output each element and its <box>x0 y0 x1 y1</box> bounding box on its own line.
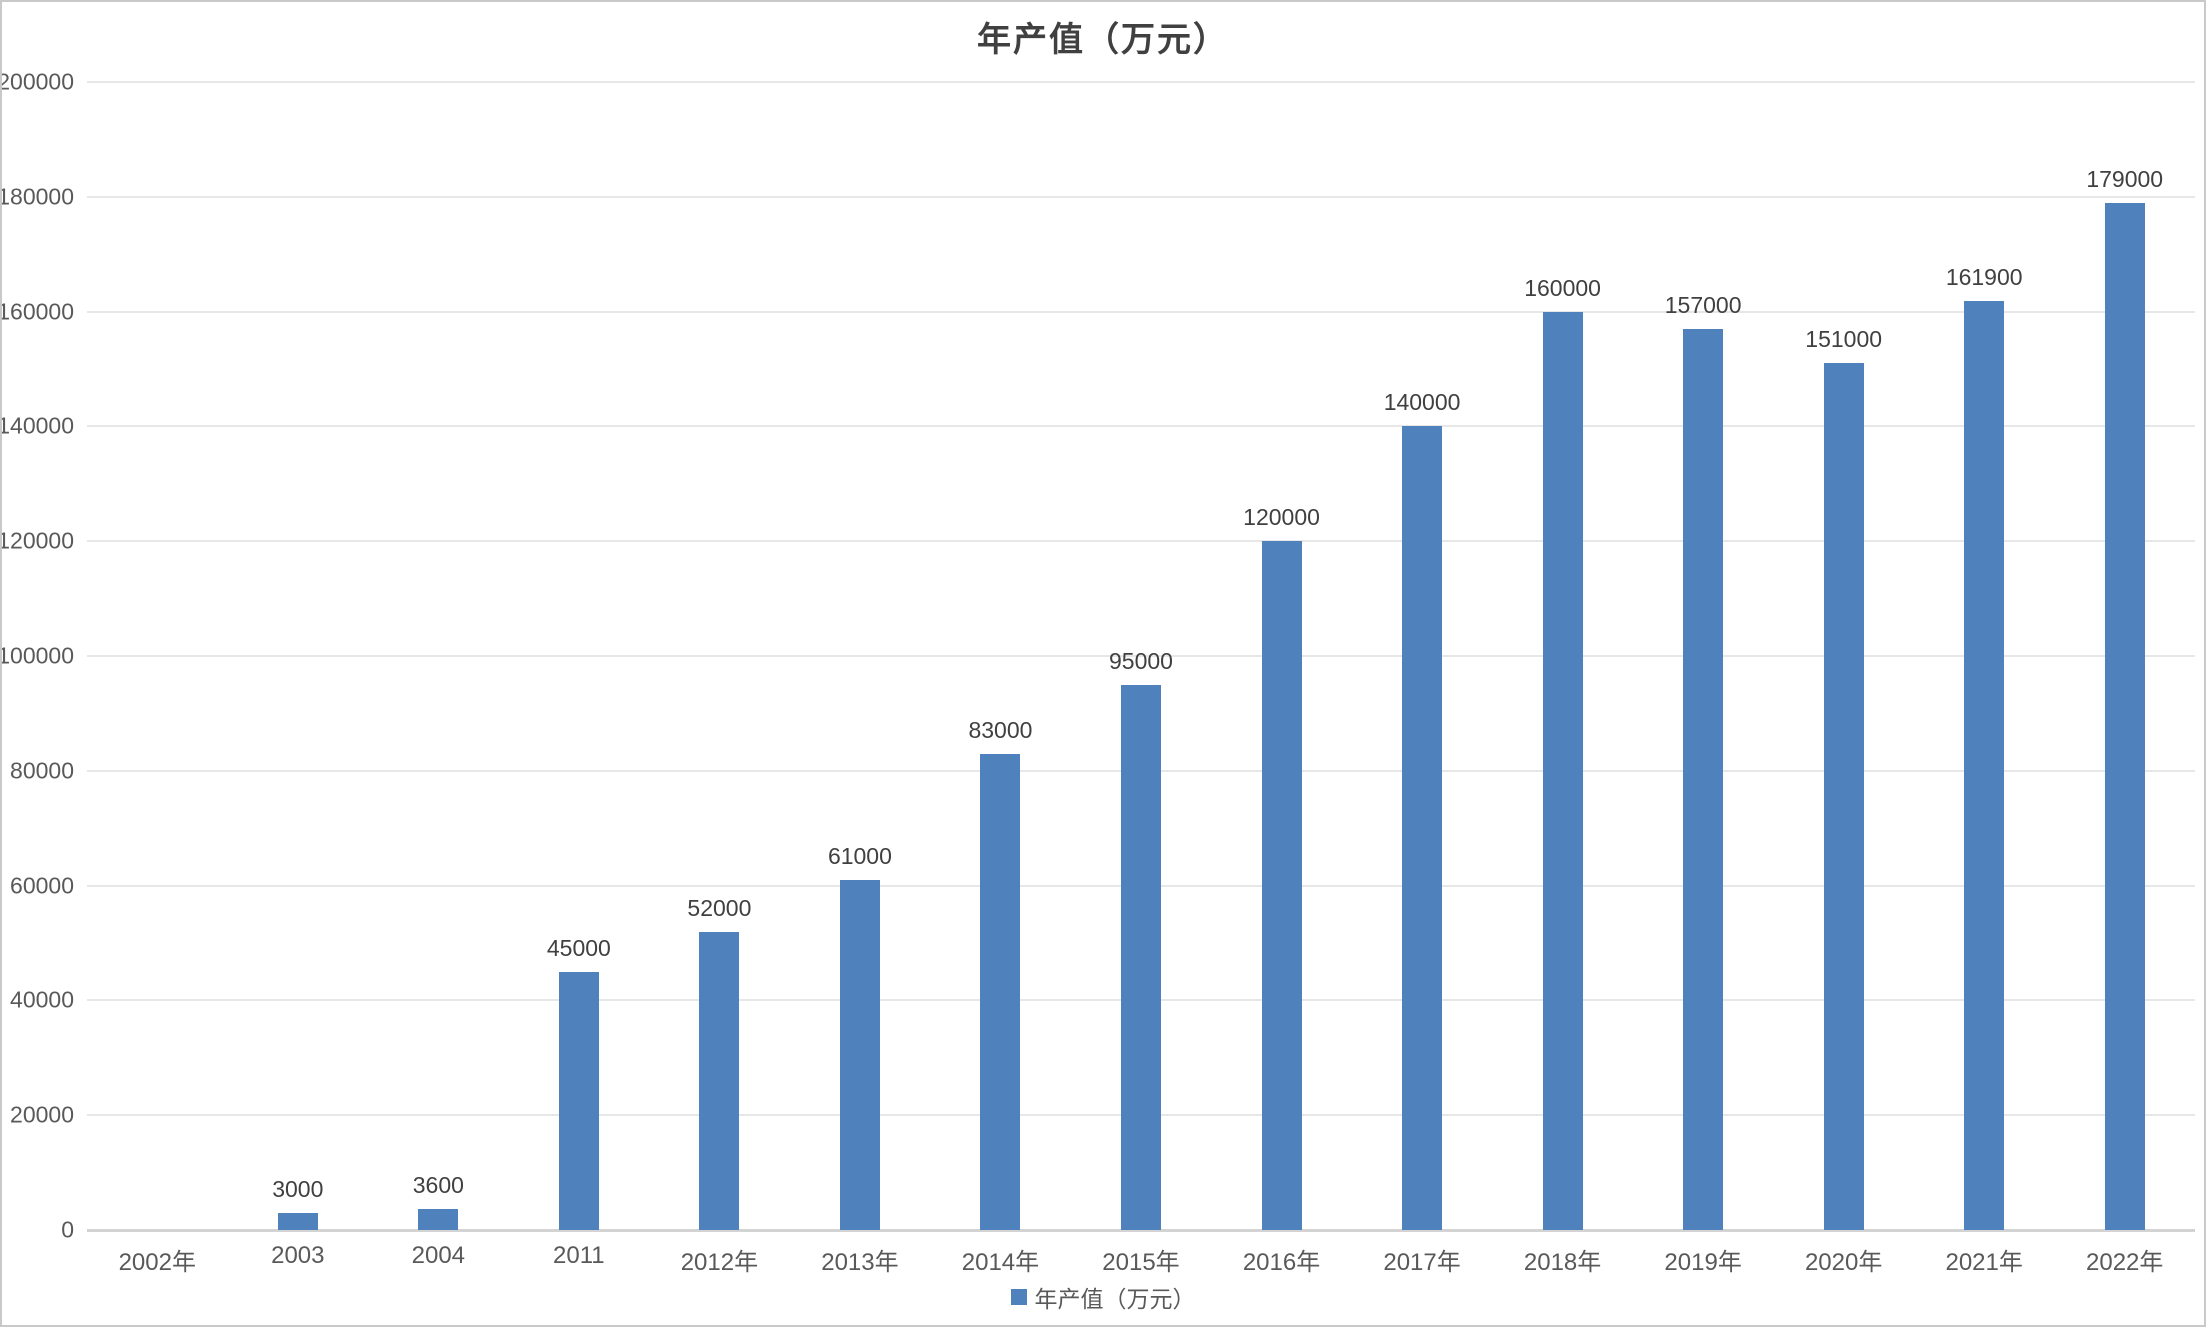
x-tick-label: 2022年 <box>2086 1249 2164 1276</box>
bar <box>839 879 880 1230</box>
bar-value-label: 179000 <box>2086 165 2164 192</box>
x-tick-label: 2017年 <box>1383 1249 1461 1276</box>
bar-value-label: 52000 <box>687 894 752 921</box>
bar <box>1261 541 1302 1230</box>
y-axis-tick-labels: 0 20000 40000 60000 80000 100000 120000 140000 1… <box>0 70 74 1241</box>
bar-slot: 140000 <box>1352 82 1493 1230</box>
bar-value-label: 61000 <box>827 842 892 869</box>
bar <box>2104 202 2145 1230</box>
bar-slot: 83000 <box>930 82 1071 1230</box>
y-tick-label: 200000 <box>0 68 74 95</box>
legend-entry: 年产值（万元） <box>1010 1280 1196 1314</box>
legend-label: 年产值（万元） <box>1034 1286 1196 1312</box>
bar-value-label: 120000 <box>1243 504 1320 531</box>
bar-value-label: 3600 <box>412 1172 464 1199</box>
bar <box>1964 300 2005 1230</box>
gridline <box>87 655 2195 657</box>
x-tick-label: 2019年 <box>1664 1249 1742 1276</box>
bar <box>418 1209 459 1230</box>
bar <box>1683 328 1724 1230</box>
x-tick-label: 2003 <box>271 1242 325 1269</box>
bar-value-label: 151000 <box>1805 326 1883 353</box>
bar <box>699 931 740 1230</box>
bar <box>1120 684 1161 1230</box>
bar-slot: 45000 <box>509 82 650 1230</box>
bar-value-label: 160000 <box>1524 274 1601 301</box>
y-tick-label: 80000 <box>10 757 74 784</box>
x-axis-line <box>87 1229 2195 1232</box>
bar-slot: 157000 <box>1633 82 1774 1230</box>
bar <box>980 753 1021 1230</box>
gridline <box>87 81 2195 83</box>
y-tick-label: 120000 <box>0 527 74 554</box>
x-tick-label: 2018年 <box>1523 1249 1602 1276</box>
bar-slot: 3600 <box>368 82 509 1230</box>
bar-slot: 52000 <box>649 82 790 1230</box>
bars-container: 3000 3600 45000 52000 61000 83000 95000 120000 1… <box>87 82 2195 1230</box>
gridline <box>87 425 2195 428</box>
bar-value-label: 157000 <box>1664 291 1742 318</box>
bar-slot: 160000 <box>1492 82 1633 1230</box>
bar <box>1542 311 1583 1230</box>
y-tick-label: 180000 <box>0 183 74 210</box>
y-tick-label: 160000 <box>0 298 74 325</box>
bar <box>558 971 599 1230</box>
x-tick-label: 2020年 <box>1804 1249 1883 1276</box>
x-tick-label: 2002年 <box>118 1249 196 1276</box>
x-tick-label: 2013年 <box>821 1249 899 1276</box>
legend-swatch-icon <box>1010 1289 1027 1305</box>
bar-slot: 95000 <box>1071 82 1212 1230</box>
x-tick-label: 2021年 <box>1945 1249 2023 1276</box>
y-tick-label: 0 <box>61 1216 74 1243</box>
bar-value-label: 161900 <box>1945 263 2023 290</box>
y-tick-label: 40000 <box>10 986 74 1013</box>
bar-slot: 161900 <box>1914 82 2055 1230</box>
chart-title: 年产值（万元） <box>977 20 1229 60</box>
bar <box>1402 426 1443 1230</box>
bar-value-label: 95000 <box>1109 647 1173 674</box>
x-tick-label: 2016年 <box>1242 1249 1321 1276</box>
y-tick-label: 60000 <box>10 872 74 899</box>
bar-slot: 3000 <box>228 82 369 1230</box>
bar <box>277 1212 318 1230</box>
x-axis-tick-labels: 2002年 2003 2004 2011 2012年 2013年 2014年 2015年 201… <box>87 1242 2195 1276</box>
gridline <box>87 540 2195 543</box>
bar-slot: 151000 <box>1773 82 1914 1230</box>
legend: 年产值（万元） <box>2 1280 2204 1314</box>
x-tick-label: 2004 <box>411 1242 466 1269</box>
x-tick-label: 2011 <box>553 1242 605 1269</box>
y-tick-label: 140000 <box>0 412 74 439</box>
gridline <box>87 195 2195 198</box>
bar-value-label: 45000 <box>546 934 611 961</box>
bar-slot <box>87 82 228 1230</box>
bar-value-label: 83000 <box>968 716 1033 743</box>
x-tick-label: 2015年 <box>1102 1249 1180 1276</box>
bar-slot: 179000 <box>2054 82 2195 1230</box>
y-tick-label: 20000 <box>10 1101 74 1128</box>
bar-slot: 120000 <box>1211 82 1352 1230</box>
bar-value-label: 140000 <box>1383 389 1461 416</box>
x-tick-label: 2014年 <box>961 1249 1040 1276</box>
x-tick-label: 2012年 <box>680 1249 759 1276</box>
plot-area: 3000 3600 45000 52000 61000 83000 95000 120000 1… <box>87 81 2195 1232</box>
bar <box>1823 363 1864 1230</box>
gridline <box>87 310 2195 313</box>
bar-value-label: 3000 <box>272 1175 324 1202</box>
y-tick-label: 100000 <box>0 642 74 669</box>
bar-slot: 61000 <box>790 82 931 1230</box>
